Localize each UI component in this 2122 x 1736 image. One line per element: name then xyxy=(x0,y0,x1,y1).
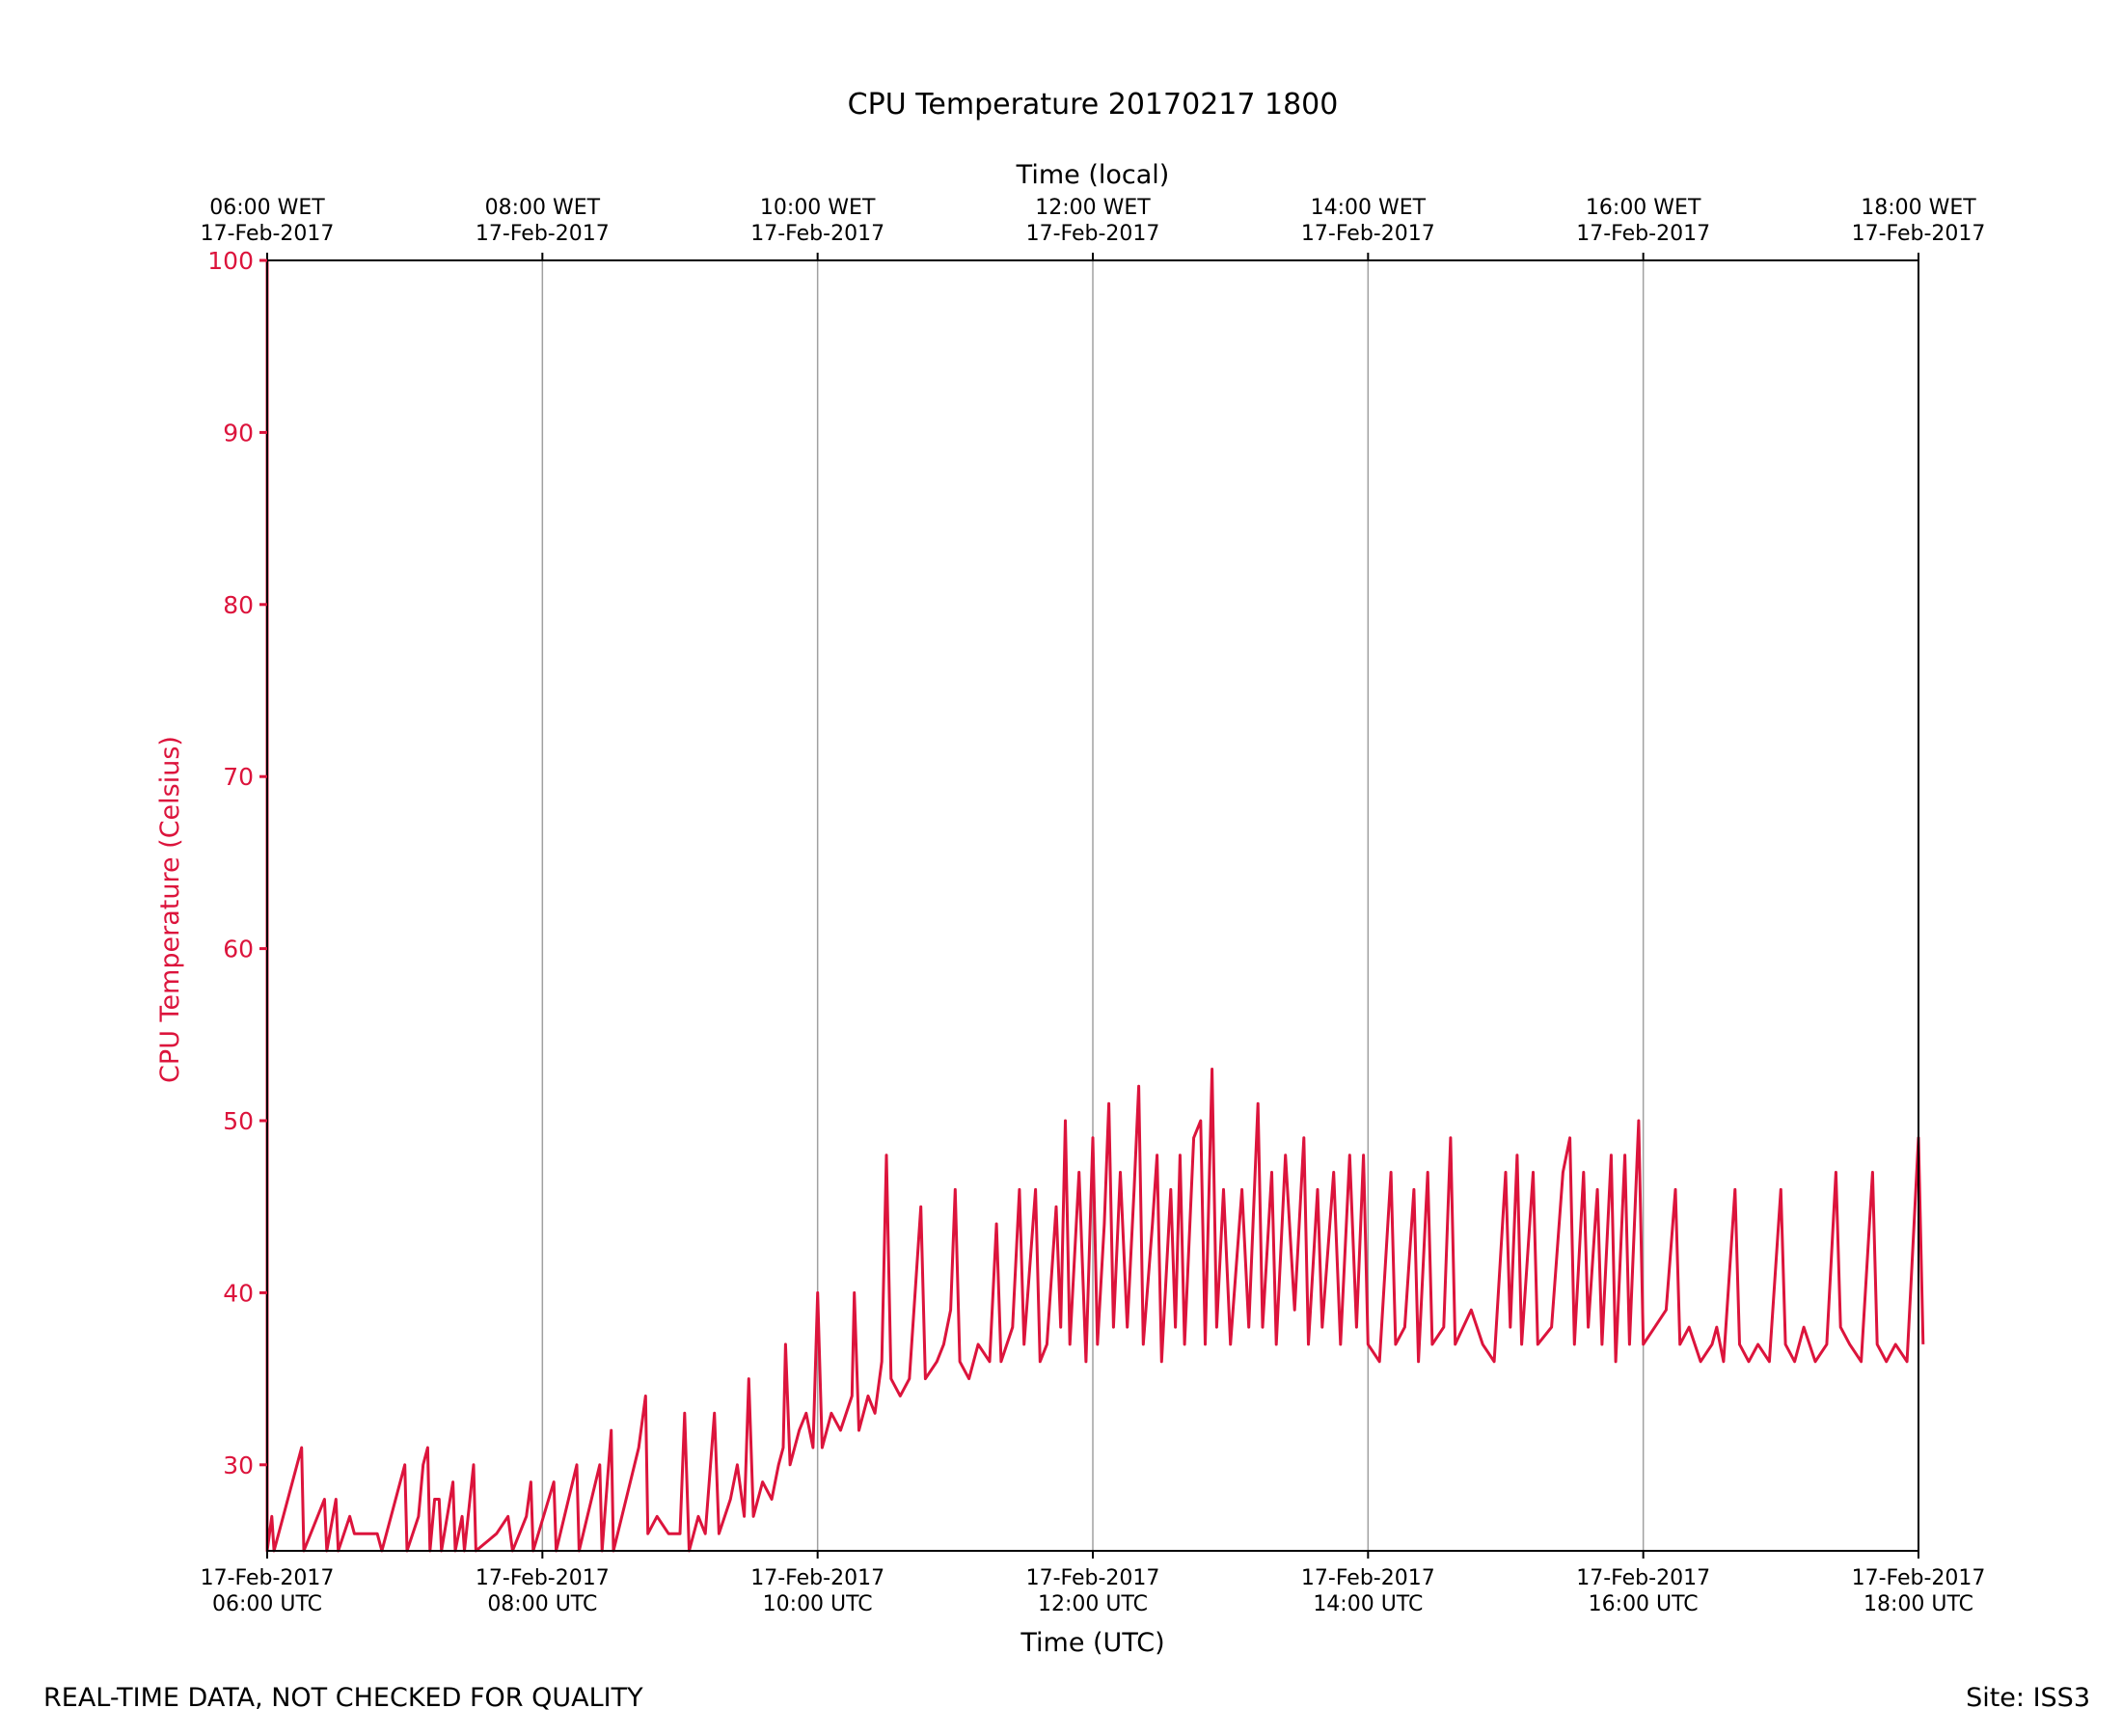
x-top-tick-label-date: 17-Feb-2017 xyxy=(1576,222,1710,246)
y-tick-label: 70 xyxy=(223,763,254,791)
x-tick-label-time: 16:00 UTC xyxy=(1589,1592,1699,1616)
chart-title: CPU Temperature 20170217 1800 xyxy=(848,88,1339,122)
x-top-tick-label-date: 17-Feb-2017 xyxy=(1026,222,1160,246)
x-top-tick-label-date: 17-Feb-2017 xyxy=(750,222,884,246)
quality-disclaimer: REAL-TIME DATA, NOT CHECKED FOR QUALITY xyxy=(43,1683,643,1713)
x-top-tick-label-date: 17-Feb-2017 xyxy=(1301,222,1435,246)
x-top-tick-label-time: 18:00 WET xyxy=(1861,196,1976,220)
x-tick-label-date: 17-Feb-2017 xyxy=(1576,1566,1710,1590)
x-tick-label-date: 17-Feb-2017 xyxy=(1301,1566,1435,1590)
x-tick-label-time: 08:00 UTC xyxy=(487,1592,597,1616)
x-tick-label-date: 17-Feb-2017 xyxy=(1852,1566,1986,1590)
x-tick-label-date: 17-Feb-2017 xyxy=(201,1566,335,1590)
x-top-tick-label-date: 17-Feb-2017 xyxy=(201,222,335,246)
y-tick-label: 100 xyxy=(207,247,254,275)
y-axis-label: CPU Temperature (Celsius) xyxy=(155,736,185,1083)
x-tick-label-time: 06:00 UTC xyxy=(212,1592,322,1616)
site-label: Site: ISS3 xyxy=(1966,1683,2090,1713)
y-tick-label: 40 xyxy=(223,1279,254,1307)
x-tick-label-time: 10:00 UTC xyxy=(763,1592,873,1616)
x-axis-label: Time (UTC) xyxy=(1020,1628,1164,1658)
x-top-tick-label-date: 17-Feb-2017 xyxy=(476,222,610,246)
gridlines xyxy=(541,260,1645,1551)
x-tick-label-time: 18:00 UTC xyxy=(1864,1592,1973,1616)
x-top-tick-label-time: 12:00 WET xyxy=(1035,196,1151,220)
cpu-temperature-line xyxy=(265,260,1925,1553)
series-layer xyxy=(265,260,1925,1553)
x-tick-label-date: 17-Feb-2017 xyxy=(1026,1566,1160,1590)
y-tick-label: 80 xyxy=(223,591,254,619)
x-axis-top-label: Time (local) xyxy=(1016,160,1170,190)
x-tick-label-date: 17-Feb-2017 xyxy=(750,1566,884,1590)
x-tick-label-time: 14:00 UTC xyxy=(1313,1592,1423,1616)
x-top-tick-label-time: 16:00 WET xyxy=(1586,196,1701,220)
y-tick-label: 60 xyxy=(223,936,254,963)
x-top-tick-label-date: 17-Feb-2017 xyxy=(1852,222,1986,246)
x-top-tick-label-time: 08:00 WET xyxy=(485,196,601,220)
x-tick-label-time: 12:00 UTC xyxy=(1038,1592,1148,1616)
x-top-tick-label-time: 10:00 WET xyxy=(760,196,876,220)
x-tick-label-date: 17-Feb-2017 xyxy=(476,1566,610,1590)
x-top-tick-label-time: 14:00 WET xyxy=(1311,196,1427,220)
x-top-tick-label-time: 06:00 WET xyxy=(209,196,325,220)
y-tick-label: 30 xyxy=(223,1451,254,1479)
y-tick-label: 50 xyxy=(223,1107,254,1135)
y-tick-label: 90 xyxy=(223,419,254,447)
